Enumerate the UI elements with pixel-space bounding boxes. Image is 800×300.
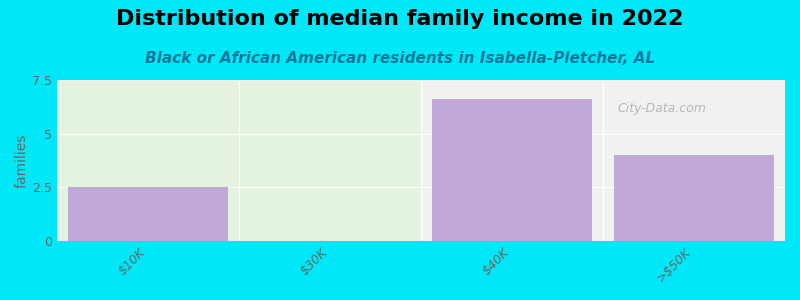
Bar bbox=[432, 99, 592, 241]
Text: City-Data.com: City-Data.com bbox=[618, 102, 706, 116]
Bar bbox=[67, 187, 228, 241]
Text: Distribution of median family income in 2022: Distribution of median family income in … bbox=[116, 9, 684, 29]
Text: Black or African American residents in Isabella-Pletcher, AL: Black or African American residents in I… bbox=[145, 51, 655, 66]
Y-axis label: families: families bbox=[15, 133, 29, 188]
Bar bbox=[421, 80, 785, 241]
Bar bbox=[614, 155, 774, 241]
